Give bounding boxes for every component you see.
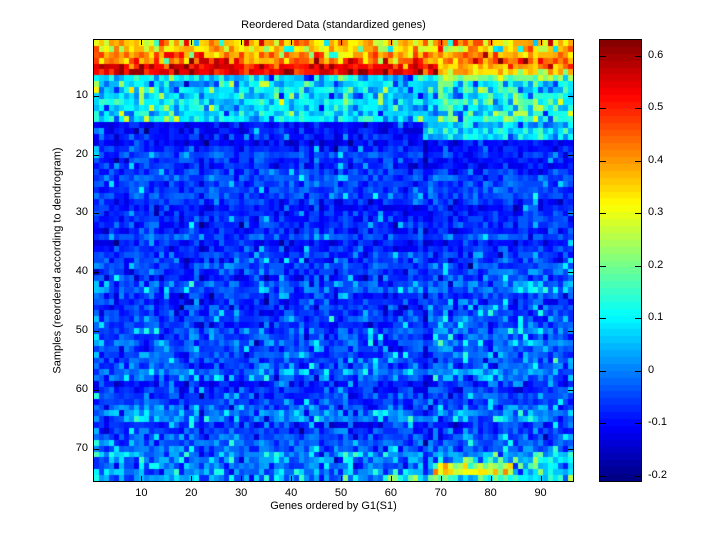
colorbar-tick-label: 0.6 — [648, 48, 664, 61]
heatmap-canvas — [94, 40, 573, 481]
y-tick-label: 70 — [75, 441, 88, 454]
y-tick-label: 10 — [75, 88, 88, 101]
colorbar-tick-label: 0.2 — [648, 258, 664, 271]
colorbar-tick-label: -0.2 — [648, 468, 667, 481]
axis-tick — [94, 155, 99, 156]
axis-tick — [600, 266, 606, 267]
y-tick-label: 60 — [75, 382, 88, 395]
axis-tick — [600, 108, 606, 109]
y-axis-label: Samples (reordered according to dendrogr… — [51, 147, 64, 374]
axis-tick — [241, 40, 242, 45]
axis-tick — [635, 56, 641, 57]
axis-tick — [141, 476, 142, 481]
axis-tick — [568, 155, 573, 156]
colorbar-tick-label: 0.4 — [648, 153, 664, 166]
axis-tick — [541, 476, 542, 481]
axis-tick — [94, 331, 99, 332]
colorbar-tick-label: -0.1 — [648, 416, 667, 429]
axis-tick — [600, 213, 606, 214]
axis-tick — [635, 161, 641, 162]
axis-tick — [635, 318, 641, 319]
x-tick-label: 90 — [534, 487, 547, 499]
axis-tick — [635, 266, 641, 267]
axis-tick — [94, 390, 99, 391]
colorbar — [599, 39, 642, 482]
axis-tick — [600, 318, 606, 319]
chart-title: Reordered Data (standardized genes) — [241, 19, 426, 31]
axis-tick — [600, 423, 606, 424]
colorbar-tick-label: 0.1 — [648, 311, 664, 324]
axis-tick — [568, 390, 573, 391]
colorbar-tick-label: 0.5 — [648, 101, 664, 114]
axis-tick — [635, 213, 641, 214]
axis-tick — [94, 96, 99, 97]
colorbar-tick-label: 0 — [648, 363, 655, 376]
axis-tick — [291, 476, 292, 481]
axis-tick — [341, 476, 342, 481]
x-tick-label: 50 — [334, 487, 348, 499]
axis-tick — [635, 423, 641, 424]
axis-tick — [94, 272, 99, 273]
x-tick-label: 30 — [235, 487, 248, 499]
axis-tick — [568, 272, 573, 273]
axis-tick — [441, 40, 442, 45]
axis-tick — [191, 40, 192, 45]
colorbar-canvas — [600, 40, 641, 481]
axis-tick — [600, 476, 606, 477]
axis-tick — [635, 108, 641, 109]
axis-tick — [635, 371, 641, 372]
y-tick-label: 30 — [75, 206, 88, 219]
x-tick-label: 10 — [135, 487, 148, 499]
axis-tick — [600, 161, 606, 162]
x-tick-label: 60 — [384, 487, 397, 499]
axis-tick — [341, 40, 342, 45]
axis-tick — [141, 40, 142, 45]
x-axis-label: Genes ordered by G1(S1) — [270, 500, 397, 512]
axis-tick — [635, 476, 641, 477]
x-tick-label: 80 — [484, 487, 497, 499]
axis-tick — [568, 449, 573, 450]
axis-tick — [94, 449, 99, 450]
x-tick-label: 40 — [284, 487, 298, 499]
axis-tick — [191, 476, 192, 481]
axis-tick — [600, 371, 606, 372]
y-tick-label: 20 — [75, 147, 88, 160]
colorbar-tick-label: 0.3 — [648, 206, 664, 219]
axis-tick — [491, 40, 492, 45]
x-tick-label: 20 — [185, 487, 198, 499]
axis-tick — [241, 476, 242, 481]
axis-tick — [291, 40, 292, 45]
heatmap-axes — [93, 39, 574, 482]
axis-tick — [391, 476, 392, 481]
y-tick-label: 40 — [75, 265, 88, 278]
axis-tick — [441, 476, 442, 481]
axis-tick — [541, 40, 542, 45]
axis-tick — [94, 213, 99, 214]
axis-tick — [568, 213, 573, 214]
y-tick-label: 50 — [75, 324, 88, 337]
axis-tick — [491, 476, 492, 481]
axis-tick — [391, 40, 392, 45]
axis-tick — [568, 96, 573, 97]
axis-tick — [568, 331, 573, 332]
x-tick-label: 70 — [434, 487, 447, 499]
axis-tick — [600, 56, 606, 57]
